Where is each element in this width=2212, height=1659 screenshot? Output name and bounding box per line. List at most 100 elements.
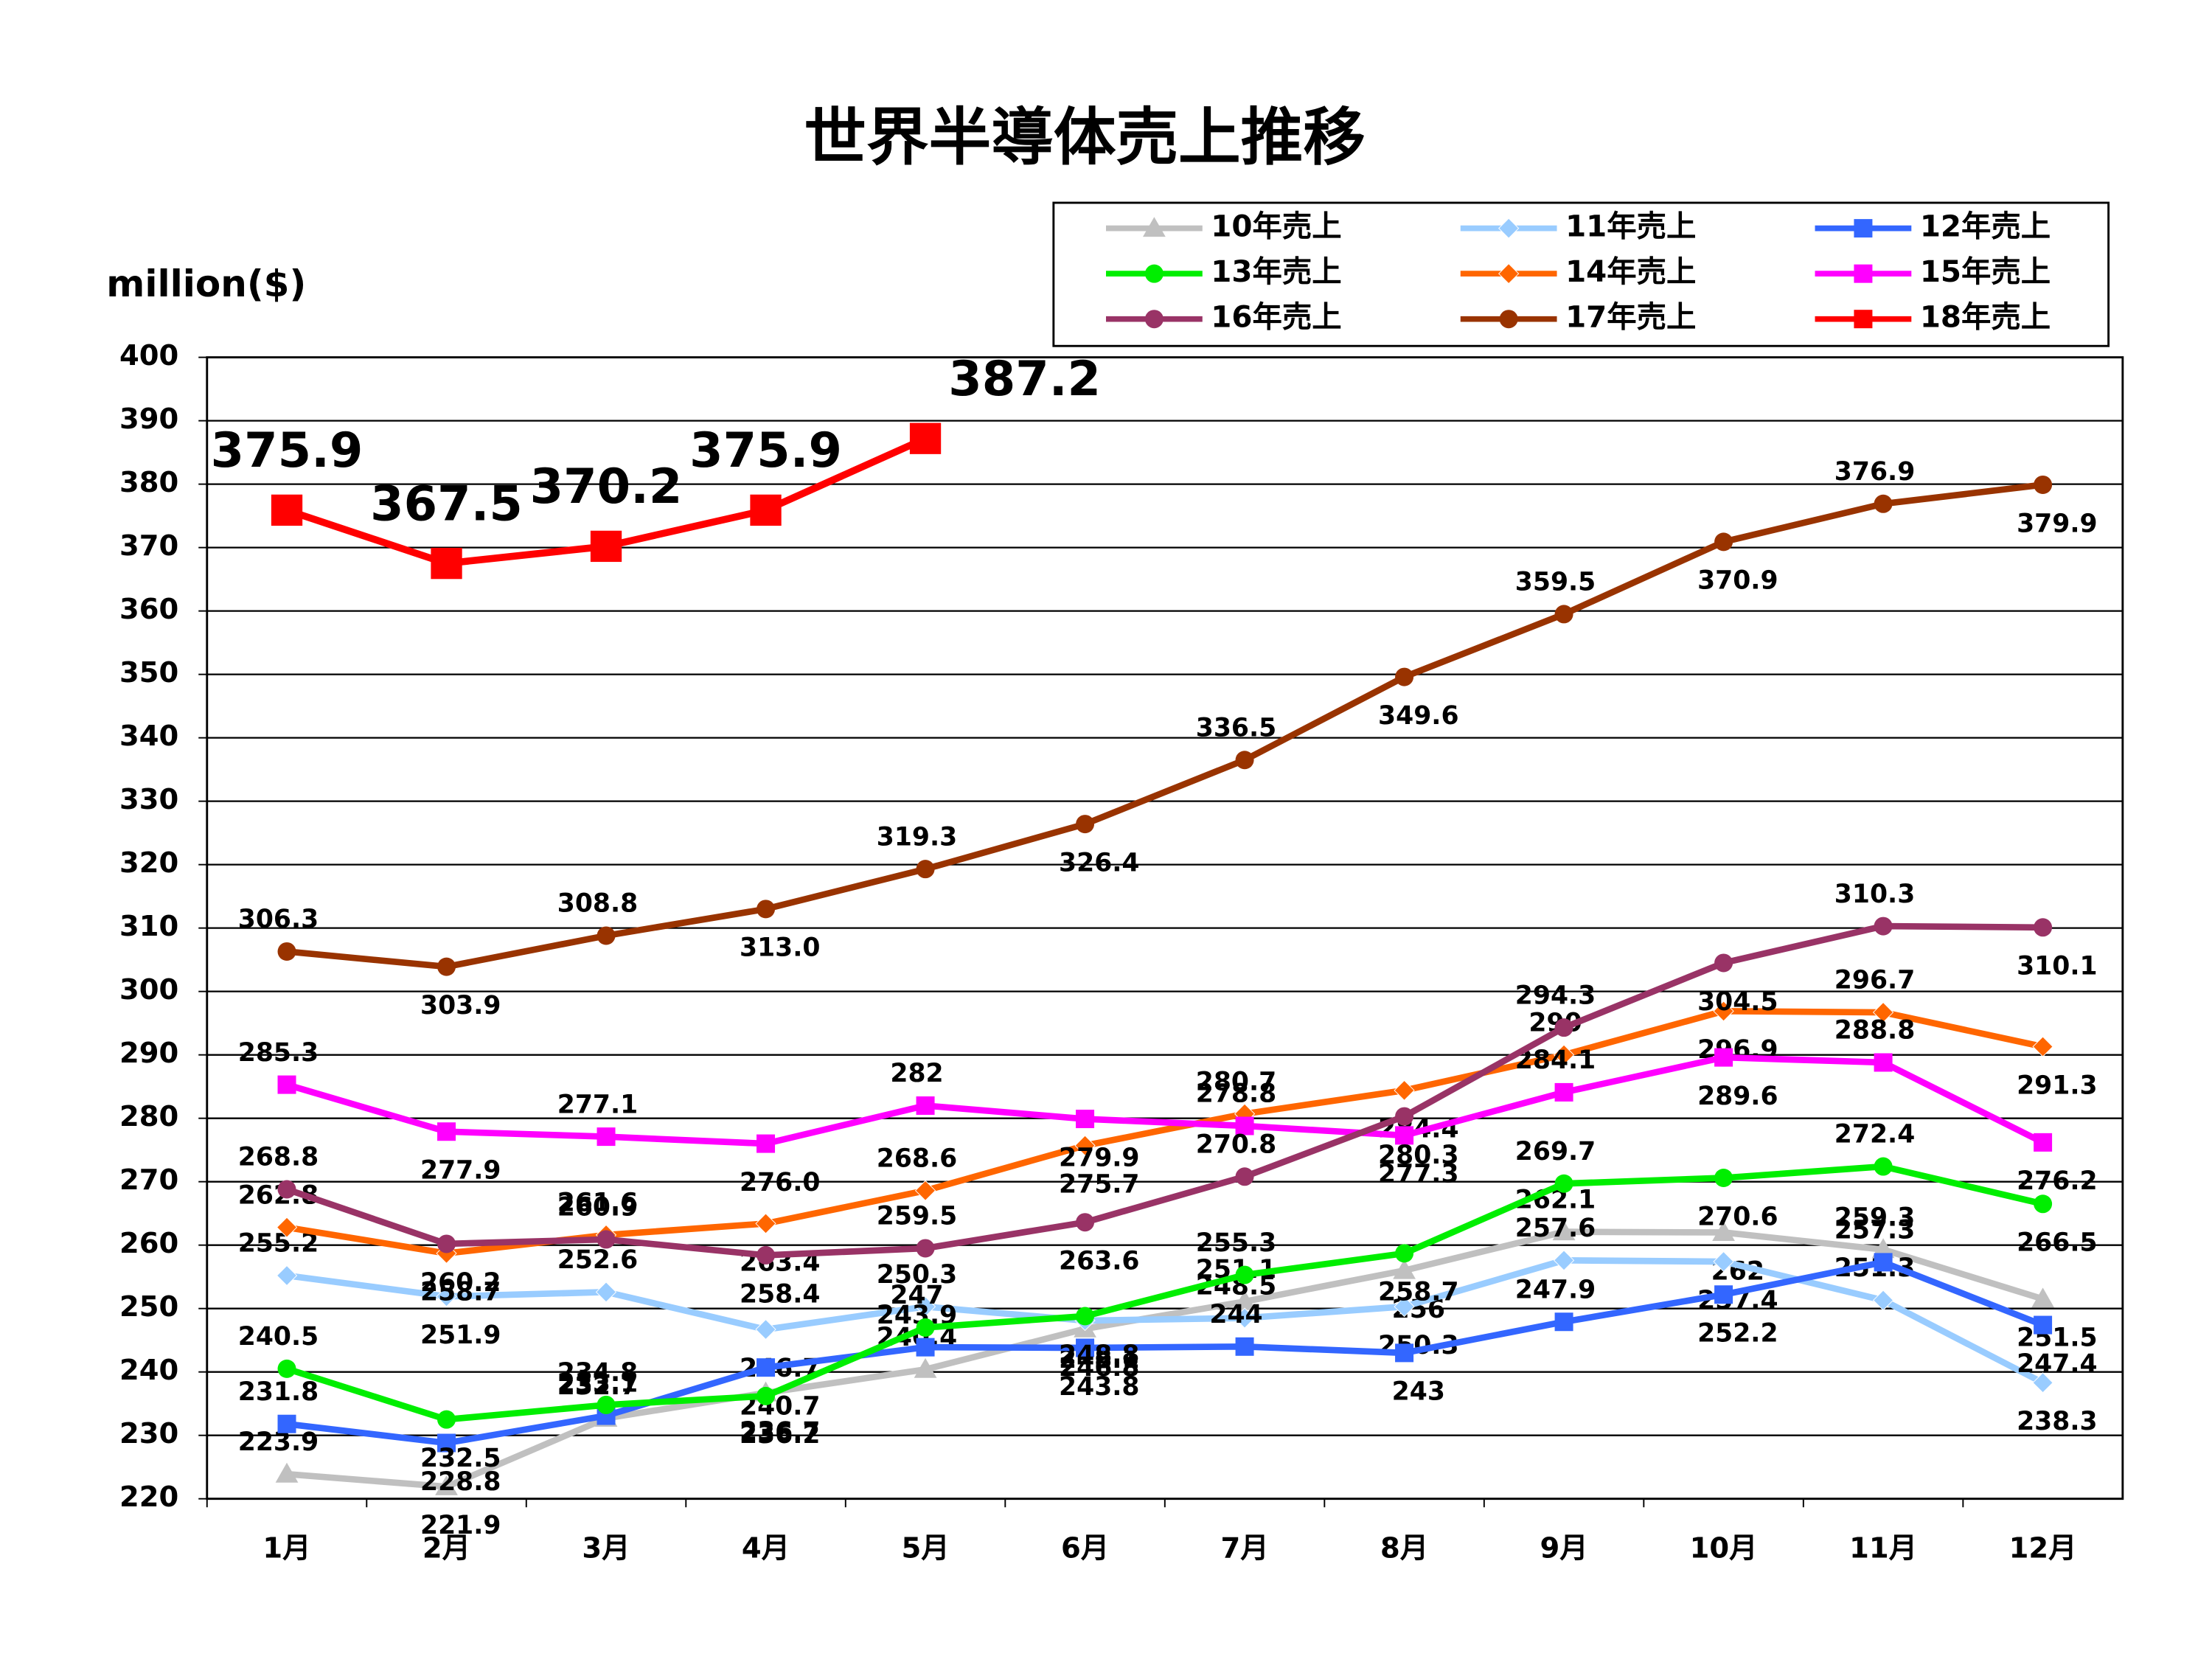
data-point	[275, 1462, 299, 1483]
data-label: 243.8	[1059, 1372, 1139, 1402]
data-point	[1713, 1001, 1734, 1022]
x-tick-label: 4月	[742, 1531, 790, 1565]
data-point	[755, 1213, 776, 1234]
y-tick-label: 220	[119, 1481, 178, 1514]
data-point	[1554, 1174, 1573, 1193]
data-label: 243	[1392, 1377, 1445, 1407]
data-label: 258.7	[420, 1278, 501, 1307]
series-line	[285, 922, 2043, 1259]
data-point	[916, 1239, 935, 1258]
series-line	[286, 481, 2044, 970]
data-label: 308.8	[557, 889, 638, 919]
data-point	[436, 1286, 457, 1307]
series-line	[285, 1054, 2045, 1147]
data-point	[1076, 1338, 1095, 1357]
data-label: 376.9	[1834, 457, 1915, 487]
data-label: 251.5	[2017, 1324, 2097, 1353]
data-point	[1074, 1135, 1096, 1156]
data-point	[1872, 1290, 1894, 1311]
data-point	[2034, 1194, 2053, 1214]
legend-marker	[1854, 310, 1873, 329]
data-point	[914, 1357, 937, 1378]
data-label: 268.8	[238, 1143, 319, 1172]
data-point	[437, 957, 456, 976]
legend-marker	[1144, 264, 1164, 283]
series-line	[286, 1256, 2045, 1386]
y-tick-label: 370	[119, 529, 178, 563]
data-label: 277.1	[557, 1090, 638, 1119]
data-label: 259.3	[1834, 1203, 1915, 1232]
data-point	[2034, 1133, 2053, 1152]
legend-marker	[1498, 263, 1520, 285]
data-point	[277, 1180, 296, 1199]
data-point	[1395, 1244, 1414, 1263]
data-point	[1235, 1265, 1254, 1284]
data-label: 263.6	[1059, 1247, 1139, 1276]
data-point	[1874, 1253, 1893, 1272]
data-point	[435, 1475, 458, 1495]
data-label: 375.9	[211, 422, 364, 479]
x-tick-label: 9月	[1540, 1531, 1587, 1565]
legend-label: 12年売上	[1920, 209, 2051, 244]
data-point	[909, 422, 942, 454]
data-label: 280.7	[1196, 1067, 1276, 1096]
x-tick-label: 12月	[2009, 1531, 2077, 1565]
data-label: 288.8	[1834, 1016, 1915, 1046]
data-point	[1235, 1116, 1254, 1135]
legend-marker	[1498, 218, 1520, 239]
data-label: 379.9	[2017, 509, 2097, 538]
data-label: 294.3	[1515, 981, 1596, 1010]
data-point	[750, 494, 782, 526]
data-point	[2034, 918, 2053, 937]
data-label: 221.9	[420, 1511, 501, 1540]
data-point	[757, 1134, 776, 1153]
data-point	[2034, 1315, 2053, 1335]
data-point	[1394, 1295, 1415, 1318]
data-label: 234.8	[557, 1358, 638, 1388]
data-label: 255.2	[238, 1229, 319, 1259]
data-label: 306.3	[238, 905, 319, 934]
data-point	[276, 1217, 298, 1238]
data-label: 336.5	[1196, 713, 1276, 742]
y-tick-label: 380	[119, 466, 178, 499]
data-label: 326.4	[1059, 848, 1139, 877]
y-tick-label: 340	[119, 720, 178, 753]
y-tick-label: 250	[119, 1290, 178, 1324]
y-tick-label: 360	[119, 593, 178, 626]
y-tick-label: 300	[119, 973, 178, 1006]
data-label: 247	[890, 1281, 943, 1310]
data-label: 266.5	[2017, 1228, 2097, 1258]
data-point	[1235, 751, 1254, 770]
legend-marker	[1854, 219, 1873, 238]
x-tick-label: 1月	[262, 1531, 310, 1565]
data-label: 228.8	[420, 1467, 501, 1497]
data-label: 236.7	[740, 1417, 820, 1447]
data-point	[914, 1180, 936, 1201]
data-point	[2032, 1036, 2053, 1057]
legend-label: 11年売上	[1565, 209, 1696, 244]
data-label: 310.1	[2017, 952, 2097, 981]
legend-marker	[1143, 217, 1166, 237]
data-point	[2031, 1287, 2054, 1308]
data-label: 257.3	[1834, 1216, 1915, 1245]
data-point	[271, 494, 303, 526]
data-point	[1553, 1250, 1575, 1271]
data-point	[1553, 1044, 1575, 1065]
data-point	[1874, 494, 1893, 513]
data-label: 260.2	[420, 1268, 501, 1298]
data-label: 275.7	[1059, 1169, 1139, 1199]
data-label: 247.4	[2017, 1349, 2097, 1379]
x-tick-label: 2月	[422, 1531, 470, 1565]
data-point	[1395, 1107, 1414, 1126]
y-tick-label: 240	[119, 1354, 178, 1387]
data-point	[1552, 1220, 1576, 1241]
data-point	[1714, 532, 1733, 552]
y-tick-label: 350	[119, 656, 178, 689]
data-point	[276, 1265, 298, 1287]
x-tick-label: 6月	[1061, 1531, 1109, 1565]
x-tick-label: 11月	[1849, 1531, 1917, 1565]
data-label: 370.9	[1697, 566, 1778, 596]
data-point	[1393, 1259, 1416, 1279]
data-label: 233.1	[557, 1369, 638, 1399]
